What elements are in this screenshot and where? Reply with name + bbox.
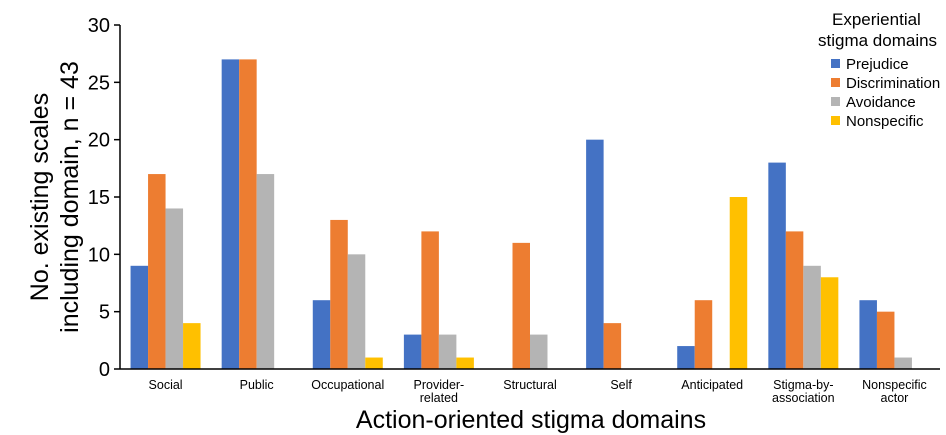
category-label: Provider-related bbox=[414, 378, 465, 405]
bar-avoidance bbox=[803, 265, 821, 369]
category-labels-group: Social Public Occupational Provider-related… bbox=[149, 378, 927, 405]
bar-nonspecific bbox=[183, 323, 201, 369]
y-axis-label: No. existing scalesincluding domain, n =… bbox=[26, 61, 84, 333]
y-tick-label: 25 bbox=[88, 72, 110, 94]
bar-discrimination bbox=[694, 300, 713, 369]
bar-avoidance bbox=[894, 357, 912, 369]
legend-title: Experiential stigma domains bbox=[818, 10, 937, 50]
y-tick-label: 30 bbox=[88, 15, 110, 37]
bar-prejudice bbox=[403, 334, 422, 369]
bar-prejudice bbox=[859, 300, 877, 369]
y-tick-label: 0 bbox=[99, 359, 110, 381]
category-label: Stigma-by-association bbox=[772, 378, 835, 405]
bar-prejudice bbox=[221, 59, 240, 370]
legend-label-prejudice: Prejudice bbox=[846, 56, 909, 73]
bar-discrimination bbox=[330, 219, 348, 369]
bar-prejudice bbox=[586, 139, 604, 369]
x-axis-label: Action-oriented stigma domains bbox=[356, 406, 706, 434]
bar-discrimination bbox=[512, 242, 530, 369]
y-tick-label: 15 bbox=[88, 187, 110, 209]
bar-discrimination bbox=[785, 231, 804, 369]
legend-swatch-avoidance bbox=[831, 97, 840, 106]
bar-discrimination bbox=[603, 323, 622, 369]
category-label: Public bbox=[240, 378, 274, 392]
legend: Experiential stigma domains Prejudice Discr… bbox=[818, 10, 940, 130]
category-label: Social bbox=[149, 378, 183, 392]
bar-prejudice bbox=[677, 346, 695, 369]
bar-avoidance bbox=[530, 334, 548, 369]
legend-swatch-prejudice bbox=[831, 59, 840, 68]
bar-avoidance bbox=[347, 254, 366, 369]
y-ticks-group: 0 5 10 15 20 25 30 bbox=[88, 15, 120, 381]
bar-discrimination bbox=[239, 59, 257, 370]
legend-label-avoidance: Avoidance bbox=[846, 94, 916, 111]
bar-nonspecific bbox=[820, 277, 839, 369]
bar-nonspecific bbox=[365, 357, 383, 369]
bar-discrimination bbox=[148, 174, 166, 369]
bar-nonspecific bbox=[456, 357, 474, 369]
bar-discrimination bbox=[876, 311, 895, 369]
bar-prejudice bbox=[130, 265, 149, 369]
bar-avoidance bbox=[256, 174, 275, 369]
category-label: Nonspecific actor bbox=[862, 378, 927, 405]
category-label: Structural bbox=[503, 378, 557, 392]
y-tick-label: 20 bbox=[88, 130, 110, 152]
category-label: Self bbox=[610, 378, 632, 392]
y-tick-label: 10 bbox=[88, 244, 110, 266]
bars-group bbox=[130, 59, 912, 370]
bar-prejudice bbox=[312, 300, 331, 369]
legend-label-nonspecific: Nonspecific bbox=[846, 113, 924, 130]
category-label: Occupational bbox=[311, 378, 384, 392]
bar-avoidance bbox=[438, 334, 457, 369]
category-label: Anticipated bbox=[681, 378, 743, 392]
bar-prejudice bbox=[768, 162, 786, 369]
bar-avoidance bbox=[165, 208, 184, 369]
y-tick-label: 5 bbox=[99, 302, 110, 324]
bar-discrimination bbox=[421, 231, 439, 369]
legend-swatch-discrimination bbox=[831, 78, 840, 87]
bar-nonspecific bbox=[729, 197, 748, 369]
legend-swatch-nonspecific bbox=[831, 116, 840, 125]
legend-label-discrimination: Discrimination bbox=[846, 75, 940, 92]
